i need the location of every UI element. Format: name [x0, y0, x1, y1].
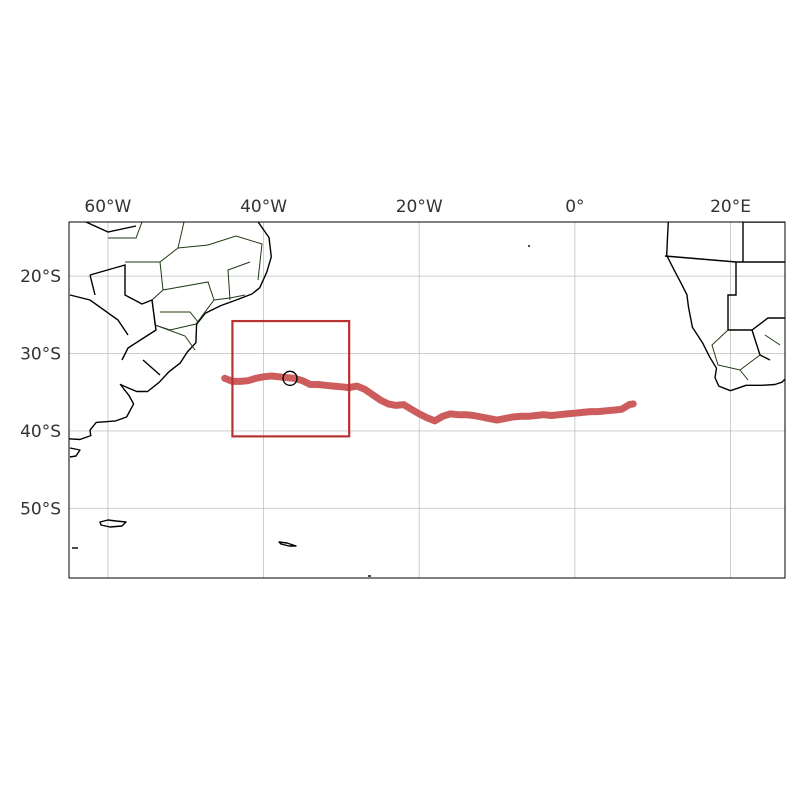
lat-tick-label-0: 20°S — [20, 267, 61, 287]
south-america-coastline — [69, 222, 272, 441]
map-frame — [68, 221, 786, 579]
lon-tick-label-0: 60°W — [84, 197, 131, 217]
state-borders — [108, 222, 263, 351]
lat-tick-label-2: 40°S — [20, 422, 61, 442]
region-box — [231, 319, 351, 438]
lon-tick-label-1: 40°W — [240, 197, 287, 217]
africa-coastline — [666, 222, 785, 392]
storm-track-line — [221, 372, 637, 425]
tierra-del-fuego-fragment — [69, 447, 81, 458]
lon-tick-label-3: 0° — [565, 197, 584, 217]
gridlines — [69, 222, 785, 578]
land-layer — [69, 222, 785, 577]
lon-tick-label-2: 20°W — [396, 197, 443, 217]
lon-tick-label-4: 20°E — [710, 197, 751, 217]
storm-position-marker — [282, 370, 298, 386]
country-borders — [69, 222, 161, 376]
latitude-tick-labels: 20°S 30°S 40°S 50°S — [20, 267, 61, 519]
storm-track — [221, 372, 637, 425]
falkland-islands — [99, 519, 127, 528]
africa-province-borders — [711, 329, 781, 381]
africa-borders — [664, 222, 785, 361]
longitude-tick-labels: 60°W 40°W 20°W 0° 20°E — [84, 197, 751, 217]
lat-tick-label-3: 50°S — [20, 499, 61, 519]
lat-tick-label-1: 30°S — [20, 345, 61, 365]
south-georgia-island — [278, 541, 297, 547]
